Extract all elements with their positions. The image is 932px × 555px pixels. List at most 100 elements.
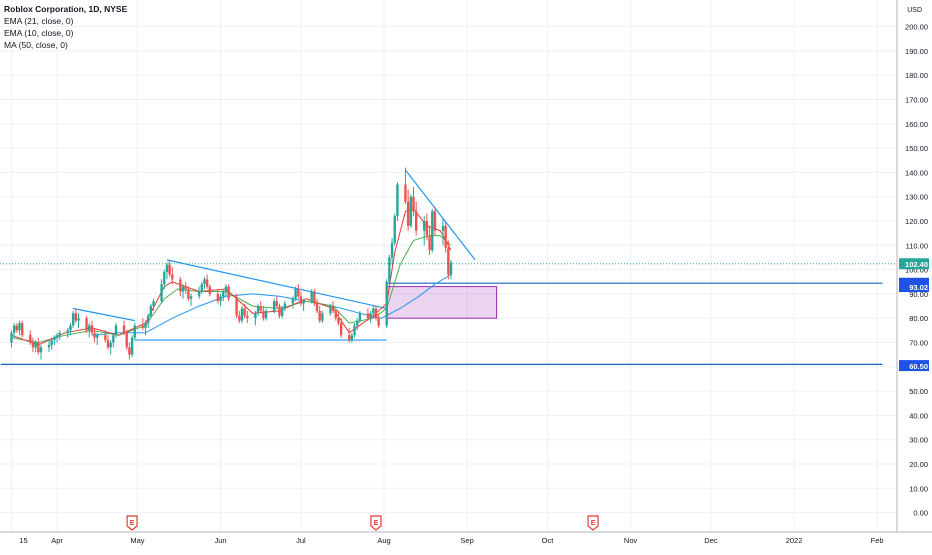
candle-body	[302, 301, 305, 304]
candle-body	[259, 306, 262, 311]
candle-body	[449, 262, 453, 275]
legend-ema21: EMA (21, close, 0)	[4, 16, 74, 26]
candle	[205, 274, 209, 290]
candle	[144, 320, 147, 336]
earnings-icon	[370, 515, 382, 531]
candle	[12, 323, 16, 338]
candle-body	[114, 325, 118, 336]
x-tick-label: May	[130, 536, 144, 545]
candle-body	[205, 279, 209, 287]
candle	[275, 296, 279, 309]
candle-body	[149, 306, 153, 316]
earnings-marker[interactable]: E	[587, 515, 599, 531]
candle	[256, 303, 260, 316]
candle-body	[256, 306, 260, 314]
candle	[291, 296, 295, 309]
candle	[406, 189, 410, 231]
candle	[208, 284, 212, 297]
y-tick-label: 10.00	[909, 484, 928, 493]
price-badge-label: 60.50	[909, 362, 928, 371]
candle-body	[414, 211, 418, 231]
candle	[297, 284, 300, 299]
candle	[181, 284, 185, 299]
candle	[283, 301, 287, 311]
candle-body	[339, 323, 343, 336]
candle-body	[224, 286, 228, 292]
price-badge	[899, 258, 929, 270]
earnings-label: E	[374, 520, 379, 527]
candle-body	[88, 325, 91, 331]
x-tick-label: Feb	[871, 536, 884, 545]
candle-body	[93, 332, 96, 338]
candle-body	[294, 289, 297, 299]
candle	[396, 182, 399, 221]
y-tick-label: 40.00	[909, 411, 928, 420]
candle	[114, 323, 118, 338]
candle	[15, 323, 19, 333]
candle	[128, 342, 131, 360]
candle	[222, 289, 225, 302]
candle-body	[71, 313, 75, 326]
candle	[423, 216, 426, 246]
price-badge	[899, 360, 929, 372]
candle-body	[447, 247, 450, 275]
candle-body	[39, 347, 43, 353]
candle-body	[353, 325, 356, 336]
candle	[294, 286, 297, 302]
candle-body	[31, 342, 35, 348]
candle-body	[246, 315, 249, 319]
x-tick-label: Jul	[296, 536, 306, 545]
candle-body	[66, 330, 69, 333]
candle	[262, 306, 265, 321]
legend-ma50: MA (50, close, 0)	[4, 40, 68, 50]
candle-body	[329, 306, 332, 314]
earnings-label: E	[591, 520, 596, 527]
candle-body	[77, 318, 80, 321]
trendline	[73, 307, 135, 322]
candle-body	[216, 293, 220, 302]
candle	[203, 276, 206, 290]
earnings-marker[interactable]: E	[126, 515, 138, 531]
x-tick-label: Apr	[51, 536, 63, 545]
candle	[152, 298, 155, 311]
candle	[77, 313, 80, 328]
candle	[278, 303, 281, 319]
candle	[122, 320, 126, 336]
candle	[146, 313, 150, 328]
candle-body	[168, 264, 171, 275]
y-tick-label: 130.00	[905, 193, 928, 202]
candle-body	[275, 301, 279, 307]
candle	[243, 303, 246, 319]
candle-body	[444, 225, 447, 248]
candle-body	[189, 296, 193, 299]
candle	[149, 303, 153, 319]
candle-body	[350, 335, 354, 341]
y-tick-label: 150.00	[905, 144, 928, 153]
candle	[372, 306, 375, 319]
candle-body	[146, 315, 150, 324]
y-tick-label: 200.00	[905, 23, 928, 32]
candle-body	[90, 325, 94, 333]
candle-body	[10, 332, 13, 343]
x-tick-label: Aug	[377, 536, 390, 545]
candle	[315, 298, 319, 314]
candle	[104, 330, 107, 343]
y-tick-label: 160.00	[905, 120, 928, 129]
candle	[29, 330, 32, 345]
candle	[404, 167, 407, 204]
candle	[179, 276, 182, 297]
candle	[125, 330, 128, 350]
candle	[189, 293, 193, 307]
earnings-marker[interactable]: E	[370, 515, 382, 531]
candle-body	[262, 310, 265, 319]
candle-body	[208, 286, 212, 294]
candle	[329, 303, 332, 316]
candle-body	[187, 289, 190, 299]
candle-body	[219, 296, 222, 302]
candle-body	[165, 264, 169, 273]
candle-body	[393, 216, 396, 243]
candle-body	[278, 306, 281, 316]
candle	[350, 332, 354, 343]
